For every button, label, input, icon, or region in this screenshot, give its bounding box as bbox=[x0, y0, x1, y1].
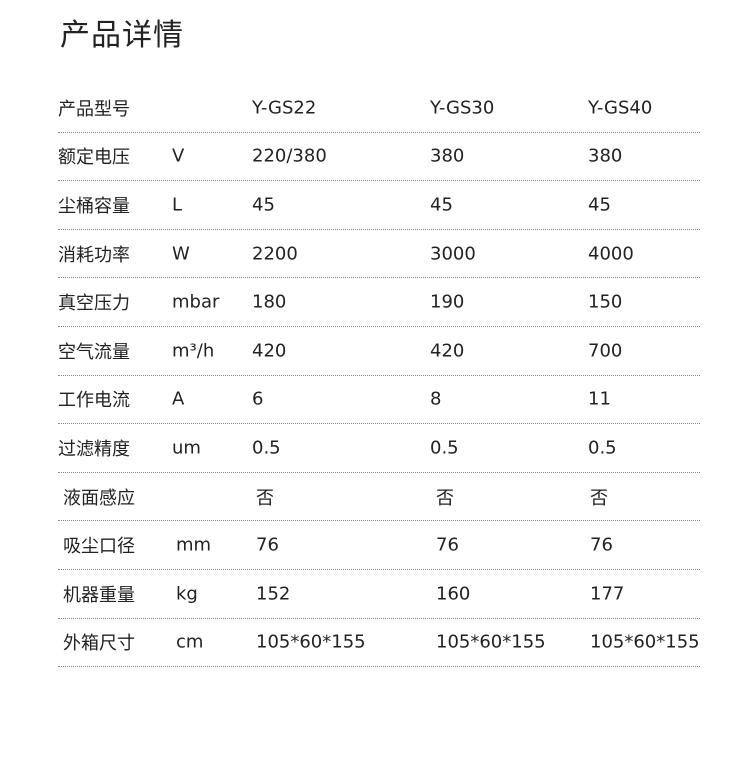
spec-label: 工作电流 bbox=[58, 390, 130, 412]
value-model-2: 45 bbox=[430, 194, 453, 216]
value-model-3: 105*60*155 bbox=[590, 631, 700, 653]
spec-unit: mbar bbox=[172, 291, 220, 313]
value-model-2: 380 bbox=[430, 145, 465, 167]
value-model-1: 76 bbox=[256, 534, 279, 556]
value-model-1: 220/380 bbox=[252, 145, 327, 167]
spec-label: 过滤精度 bbox=[58, 438, 130, 460]
value-model-2: 0.5 bbox=[430, 437, 459, 459]
spec-unit: mm bbox=[176, 534, 212, 556]
spec-unit: L bbox=[172, 194, 183, 216]
spec-label: 真空压力 bbox=[58, 293, 130, 315]
value-model-3: 45 bbox=[588, 194, 611, 216]
value-model-2: 160 bbox=[436, 583, 471, 605]
table-row: 过滤精度 um 0.5 0.5 0.5 bbox=[58, 424, 700, 473]
table-row: 外箱尺寸 cm 105*60*155 105*60*155 105*60*155 bbox=[58, 619, 700, 668]
spec-unit: W bbox=[172, 243, 190, 265]
spec-unit: A bbox=[172, 388, 185, 410]
spec-unit: um bbox=[172, 437, 201, 459]
value-model-1: 105*60*155 bbox=[256, 631, 366, 653]
table-row: 机器重量 kg 152 160 177 bbox=[58, 570, 700, 619]
spec-label: 额定电压 bbox=[58, 147, 130, 169]
value-model-2: 76 bbox=[436, 534, 459, 556]
table-row: 吸尘口径 mm 76 76 76 bbox=[58, 521, 700, 570]
value-model-2: 8 bbox=[430, 388, 442, 410]
spec-label: 空气流量 bbox=[58, 341, 130, 363]
value-model-2: 105*60*155 bbox=[436, 631, 546, 653]
spec-label: 外箱尺寸 bbox=[63, 633, 135, 655]
value-model-1: 420 bbox=[252, 340, 287, 362]
value-model-3: 177 bbox=[590, 583, 625, 605]
value-model-1: 6 bbox=[252, 388, 264, 410]
value-model-3: 0.5 bbox=[588, 437, 617, 459]
header-label: 产品型号 bbox=[58, 98, 130, 120]
spec-unit: V bbox=[172, 145, 185, 167]
model-1: Y-GS22 bbox=[252, 97, 317, 119]
table-row: 空气流量 m³/h 420 420 700 bbox=[58, 327, 700, 376]
value-model-1: 2200 bbox=[252, 243, 298, 265]
spec-label: 液面感应 bbox=[63, 487, 135, 509]
table-row: 消耗功率 W 2200 3000 4000 bbox=[58, 230, 700, 279]
spec-label: 消耗功率 bbox=[58, 244, 130, 266]
table-row: 工作电流 A 6 8 11 bbox=[58, 376, 700, 425]
table-row: 尘桶容量 L 45 45 45 bbox=[58, 181, 700, 230]
spec-unit: m³/h bbox=[172, 340, 215, 362]
value-model-2: 420 bbox=[430, 340, 465, 362]
table-header-row: 产品型号 Y-GS22 Y-GS30 Y-GS40 bbox=[58, 84, 700, 133]
value-model-1: 45 bbox=[252, 194, 275, 216]
value-model-3: 150 bbox=[588, 291, 623, 313]
value-model-1: 152 bbox=[256, 583, 291, 605]
value-model-3: 76 bbox=[590, 534, 613, 556]
page-title: 产品详情 bbox=[60, 18, 184, 53]
value-model-3: 700 bbox=[588, 340, 623, 362]
spec-label: 吸尘口径 bbox=[63, 536, 135, 558]
spec-label: 机器重量 bbox=[63, 584, 135, 606]
table-row: 真空压力 mbar 180 190 150 bbox=[58, 278, 700, 327]
spec-label: 尘桶容量 bbox=[58, 195, 130, 217]
value-model-3: 380 bbox=[588, 145, 623, 167]
value-model-1: 0.5 bbox=[252, 437, 281, 459]
spec-table: 产品型号 Y-GS22 Y-GS30 Y-GS40 额定电压 V 220/380 38… bbox=[58, 84, 700, 668]
value-model-2: 190 bbox=[430, 291, 465, 313]
value-model-2: 3000 bbox=[430, 243, 476, 265]
value-model-1: 否 bbox=[256, 487, 274, 509]
value-model-3: 4000 bbox=[588, 243, 634, 265]
model-2: Y-GS30 bbox=[430, 97, 495, 119]
value-model-3: 11 bbox=[588, 388, 611, 410]
table-row: 额定电压 V 220/380 380 380 bbox=[58, 133, 700, 182]
spec-unit: kg bbox=[176, 583, 198, 605]
value-model-2: 否 bbox=[436, 487, 454, 509]
value-model-3: 否 bbox=[590, 487, 608, 509]
table-row: 液面感应 否 否 否 bbox=[58, 473, 700, 522]
value-model-1: 180 bbox=[252, 291, 287, 313]
spec-unit: cm bbox=[176, 631, 204, 653]
model-3: Y-GS40 bbox=[588, 97, 653, 119]
